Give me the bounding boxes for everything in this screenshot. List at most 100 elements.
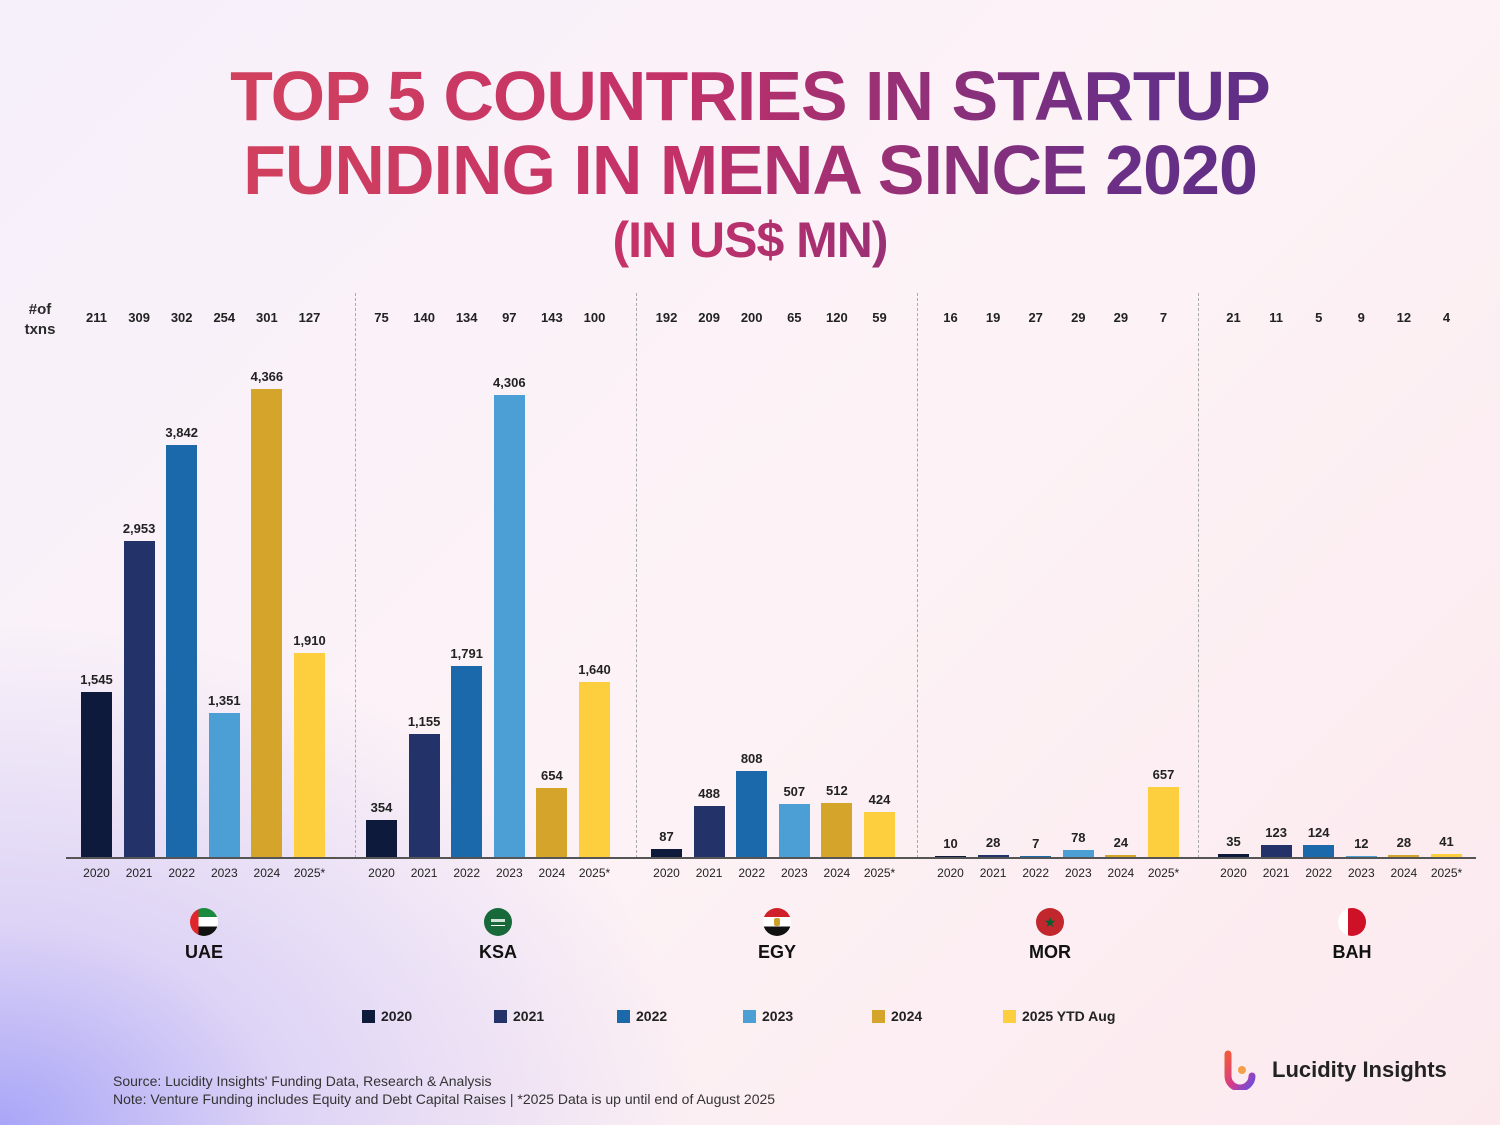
data-label: 124 (1307, 824, 1330, 840)
txns-count: 16 (943, 310, 958, 325)
brand-logo: Lucidity Insights (1220, 1050, 1447, 1090)
txns-count: 11 (1269, 310, 1283, 325)
legend-swatch (617, 1009, 630, 1023)
x-tick-label: 2022 (168, 866, 196, 880)
country-label: MOR (1029, 942, 1071, 962)
country-label: UAE (184, 942, 223, 962)
legend-item: 2023 (743, 1008, 793, 1024)
x-tick-label: 2021 (410, 866, 438, 880)
bar-bah-2024 (1388, 854, 1420, 858)
txns-count: 65 (787, 310, 802, 325)
bar-egy-2021 (693, 805, 725, 858)
bar-egy-2025 (864, 812, 895, 858)
ksa-flag-icon (484, 908, 512, 936)
group-divider (1198, 293, 1199, 858)
legend-label: 2021 (513, 1008, 545, 1024)
brand-name: Lucidity Insights (1272, 1057, 1447, 1082)
data-label: 1,545 (80, 672, 113, 688)
bar-ksa-2024 (536, 787, 568, 858)
legend-label: 2023 (762, 1008, 794, 1024)
data-label: 10 (943, 836, 958, 851)
x-tick-label: 2023 (495, 866, 523, 880)
txns-count: 12 (1396, 310, 1412, 325)
data-label: 78 (1071, 829, 1086, 845)
x-tick-label: 2020 (83, 866, 110, 880)
txns-count: 302 (170, 310, 193, 325)
mor-flag-icon: ★ (1036, 908, 1064, 936)
legend-label: 2024 (891, 1008, 923, 1024)
footnote: Note: Venture Funding includes Equity an… (113, 1091, 776, 1107)
title-line-1: TOP 5 COUNTRIES IN STARTUP (0, 58, 1500, 134)
data-label: 808 (740, 751, 763, 767)
country-label: BAH (1332, 942, 1372, 962)
bar-ksa-2025 (579, 681, 610, 858)
bar-bah-2025 (1431, 853, 1462, 858)
txns-count: 200 (740, 310, 763, 325)
title-unit: (IN US$ MN) (0, 212, 1500, 268)
x-tick-label: 2024 (823, 866, 851, 880)
legend-swatch (362, 1009, 375, 1023)
legend-item: 2025 YTD Aug (1003, 1008, 1115, 1024)
bar-mor-2025 (1148, 787, 1179, 858)
source-note: Source: Lucidity Insights' Funding Data,… (113, 1073, 492, 1089)
data-label: 424 (868, 792, 891, 808)
legend-swatch (1003, 1009, 1016, 1023)
txns-count: 75 (374, 310, 389, 325)
x-tick-label: 2021 (979, 866, 1007, 880)
data-label: 4,366 (250, 369, 284, 384)
txns-count: 19 (985, 310, 1001, 325)
bar-ksa-2023 (493, 395, 525, 858)
data-label: 1,155 (407, 713, 441, 729)
bar-ksa-2021 (408, 733, 440, 858)
data-label: 4,306 (493, 375, 526, 391)
bar-uae-2024 (251, 389, 283, 858)
data-label: 1,910 (293, 632, 326, 648)
x-tick-label: 2020 (368, 866, 395, 880)
x-tick-label: 2024 (1107, 866, 1135, 880)
group-divider (917, 293, 918, 858)
bar-uae-2021 (123, 540, 155, 858)
x-tick-label: 2022 (1305, 866, 1333, 880)
txns-count: 27 (1028, 310, 1043, 325)
bar-mor-2024 (1105, 855, 1137, 858)
data-label: 2,953 (122, 520, 156, 536)
country-label: EGY (757, 942, 796, 962)
group-divider (355, 293, 356, 858)
data-label: 12 (1354, 836, 1369, 851)
x-tick-label: 2024 (1390, 866, 1418, 880)
x-tick-label: 2020 (1220, 866, 1247, 880)
x-tick-label: 2024 (253, 866, 281, 880)
x-tick-label: 2021 (1262, 866, 1290, 880)
data-label: 512 (826, 783, 848, 798)
txns-count: 9 (1357, 310, 1365, 325)
bar-egy-2020 (651, 848, 682, 858)
legend-item: 2020 (362, 1008, 412, 1024)
txns-count: 309 (128, 310, 150, 325)
bar-egy-2024 (821, 803, 853, 858)
data-label: 41 (1439, 833, 1454, 849)
txns-count: 100 (583, 310, 606, 325)
data-label: 24 (1113, 835, 1129, 851)
txns-header-line2: txns (24, 321, 56, 338)
txns-count: 4 (1442, 310, 1451, 325)
lucidity-logo-icon (1224, 1050, 1256, 1090)
x-tick-label: 2022 (738, 866, 766, 880)
bar-mor-2021 (977, 854, 1009, 858)
data-label: 7 (1032, 836, 1040, 851)
txns-count: 211 (86, 310, 107, 325)
txns-count: 192 (655, 310, 678, 325)
data-label: 654 (541, 767, 563, 783)
data-label: 354 (370, 799, 393, 815)
egy-flag-icon (763, 908, 791, 936)
txns-count: 21 (1226, 310, 1241, 325)
data-label: 507 (783, 783, 806, 799)
x-tick-label: 2021 (125, 866, 153, 880)
bar-egy-2022 (736, 771, 768, 858)
legend-label: 2022 (636, 1008, 668, 1024)
country-label: KSA (478, 942, 517, 962)
bar-ksa-2020 (366, 819, 397, 858)
txns-count: 29 (1113, 310, 1129, 325)
bah-flag-icon (1338, 908, 1366, 936)
x-tick-label: 2023 (780, 866, 808, 880)
txns-count: 209 (698, 310, 720, 325)
